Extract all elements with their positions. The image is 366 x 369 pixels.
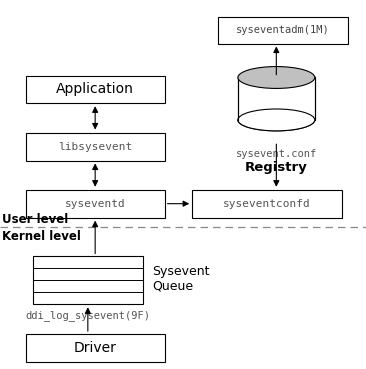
Text: ddi_log_sysevent(9F): ddi_log_sysevent(9F) <box>25 310 150 321</box>
Bar <box>26 133 165 161</box>
Text: syseventd: syseventd <box>65 199 126 209</box>
Text: libsysevent: libsysevent <box>58 142 132 152</box>
Text: Kernel level: Kernel level <box>2 230 81 242</box>
Text: User level: User level <box>2 213 68 226</box>
Bar <box>218 17 348 44</box>
Text: sysevent.conf: sysevent.conf <box>236 149 317 159</box>
Text: syseventadm(1M): syseventadm(1M) <box>236 25 330 35</box>
Bar <box>33 256 143 304</box>
Bar <box>26 334 165 362</box>
Bar <box>192 190 342 218</box>
Ellipse shape <box>238 109 315 131</box>
Text: Driver: Driver <box>74 341 117 355</box>
Text: syseventconfd: syseventconfd <box>223 199 311 209</box>
Bar <box>238 77 315 120</box>
Text: Sysevent
Queue: Sysevent Queue <box>152 265 209 293</box>
Ellipse shape <box>238 66 315 89</box>
Bar <box>26 190 165 218</box>
Bar <box>26 76 165 103</box>
Text: Application: Application <box>56 83 134 96</box>
Text: Registry: Registry <box>245 161 308 173</box>
